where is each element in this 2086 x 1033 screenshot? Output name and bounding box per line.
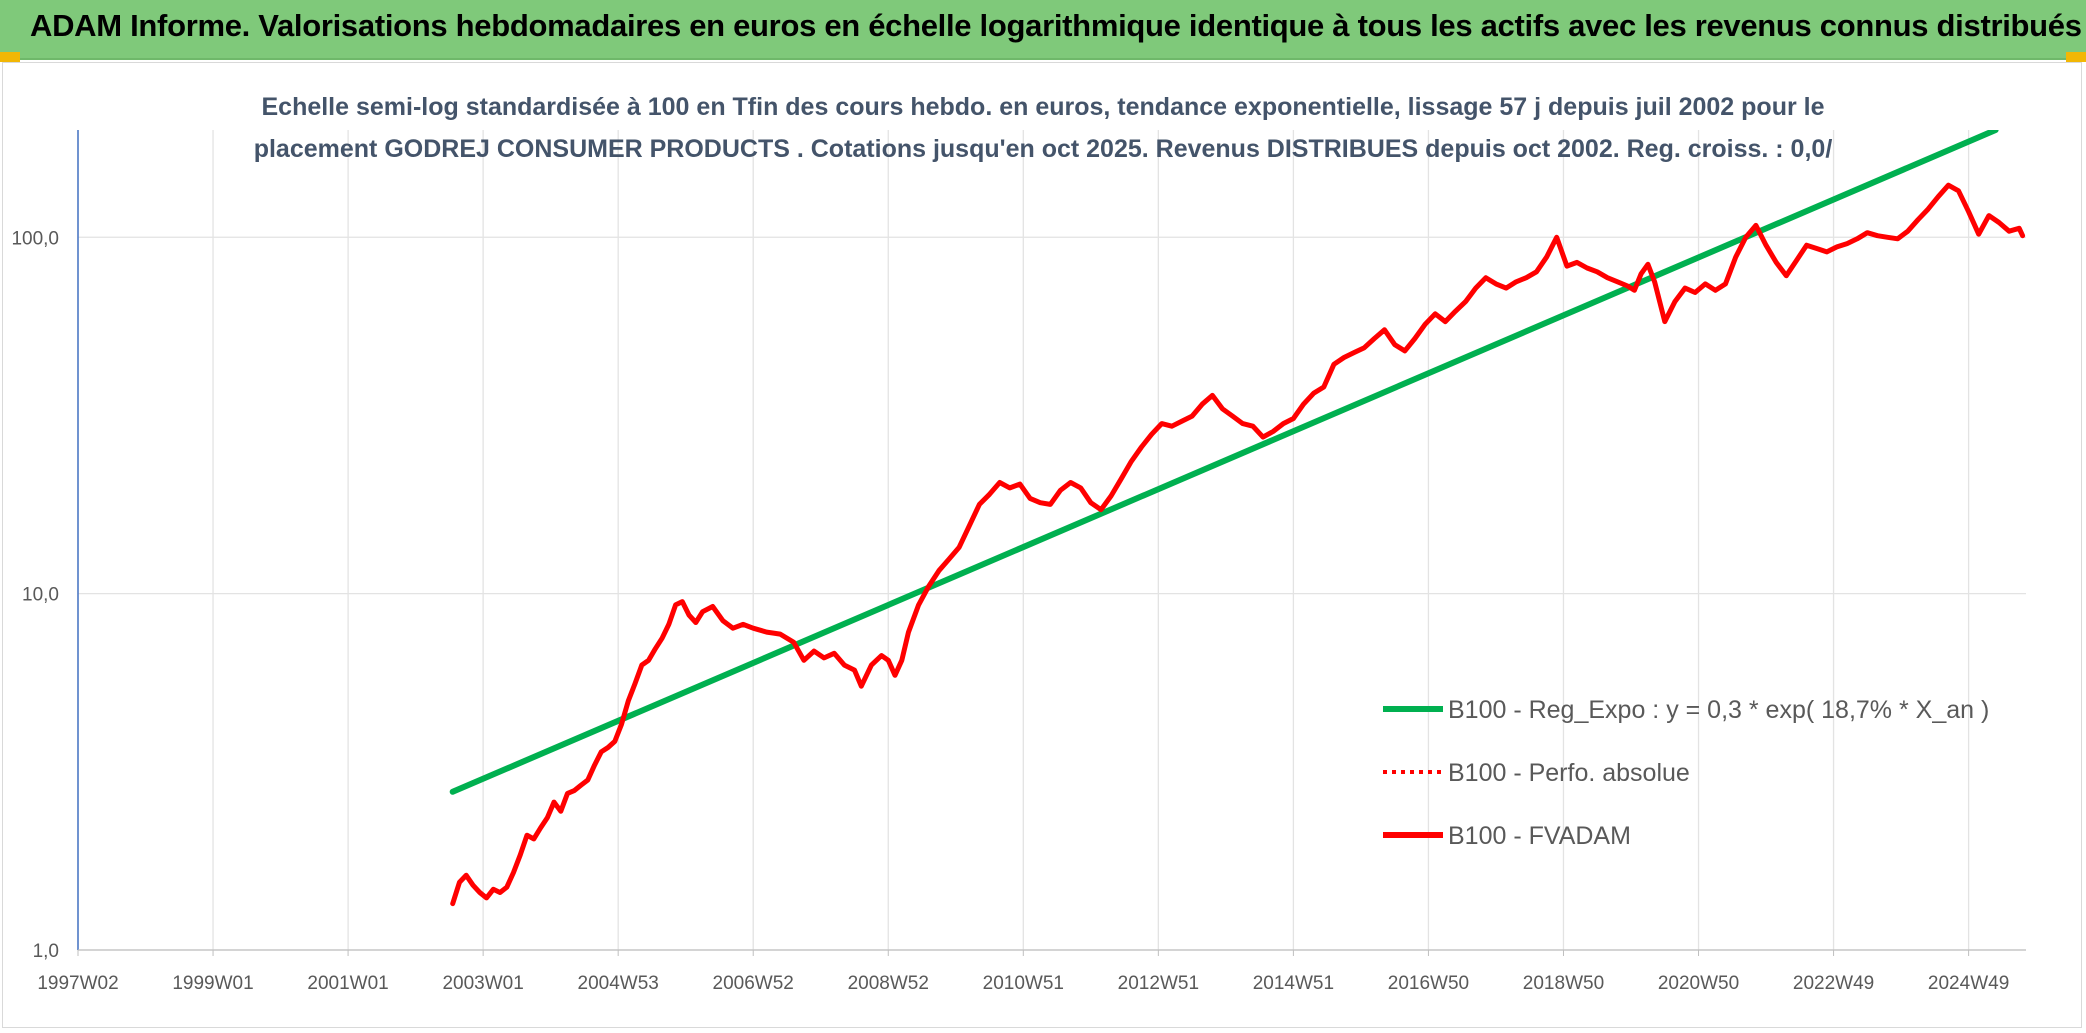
series-line-reg-expo [449, 130, 1999, 795]
x-tick-label: 2012W51 [1118, 973, 1199, 994]
corner-marker-right [2066, 52, 2086, 62]
x-tick-label: 2003W01 [442, 973, 523, 994]
x-tick-label: 2020W50 [1658, 973, 1739, 994]
x-tick-label: 2024W49 [1928, 973, 2009, 994]
x-tick-label: 2008W52 [848, 973, 929, 994]
chart-title-line-2: placement GODREJ CONSUMER PRODUCTS . Cot… [254, 135, 1833, 163]
chart-series [449, 130, 2026, 907]
legend-label: B100 - Perfo. absolue [1448, 759, 1690, 787]
series-line-fvadam [450, 182, 2026, 907]
report-header-banner: ADAM Informe. Valorisations hebdomadaire… [0, 0, 2086, 60]
x-tick-label: 2006W52 [713, 973, 794, 994]
corner-marker-left [0, 52, 20, 62]
chart-legend: B100 - Reg_Expo : y = 0,3 * exp( 18,7% *… [1383, 696, 1989, 850]
x-tick-label: 2016W50 [1388, 973, 1469, 994]
x-tick-label: 2004W53 [578, 973, 659, 994]
x-tick-label: 2018W50 [1523, 973, 1604, 994]
chart-area [2, 62, 2082, 1028]
y-tick-label: 100,0 [11, 228, 59, 249]
chart-axes: 1997W02 1999W01 2001W01 2003W01 2004W53 2006W… [11, 130, 2026, 994]
x-tick-label: 2014W51 [1253, 973, 1334, 994]
y-tick-label: 10,0 [22, 585, 59, 606]
x-tick-label: 1999W01 [172, 973, 253, 994]
x-tick-label: 1997W02 [37, 973, 118, 994]
chart-title-line-1: Echelle semi-log standardisée à 100 en T… [261, 93, 1824, 121]
y-tick-label: 1,0 [33, 941, 59, 962]
x-tick-label: 2010W51 [983, 973, 1064, 994]
legend-label: B100 - FVADAM [1448, 822, 1631, 850]
x-tick-label: 2022W49 [1793, 973, 1874, 994]
report-title: ADAM Informe. Valorisations hebdomadaire… [30, 8, 2082, 43]
legend-label: B100 - Reg_Expo : y = 0,3 * exp( 18,7% *… [1448, 696, 1989, 724]
x-tick-label: 2001W01 [307, 973, 388, 994]
chart-grid [77, 130, 2026, 951]
